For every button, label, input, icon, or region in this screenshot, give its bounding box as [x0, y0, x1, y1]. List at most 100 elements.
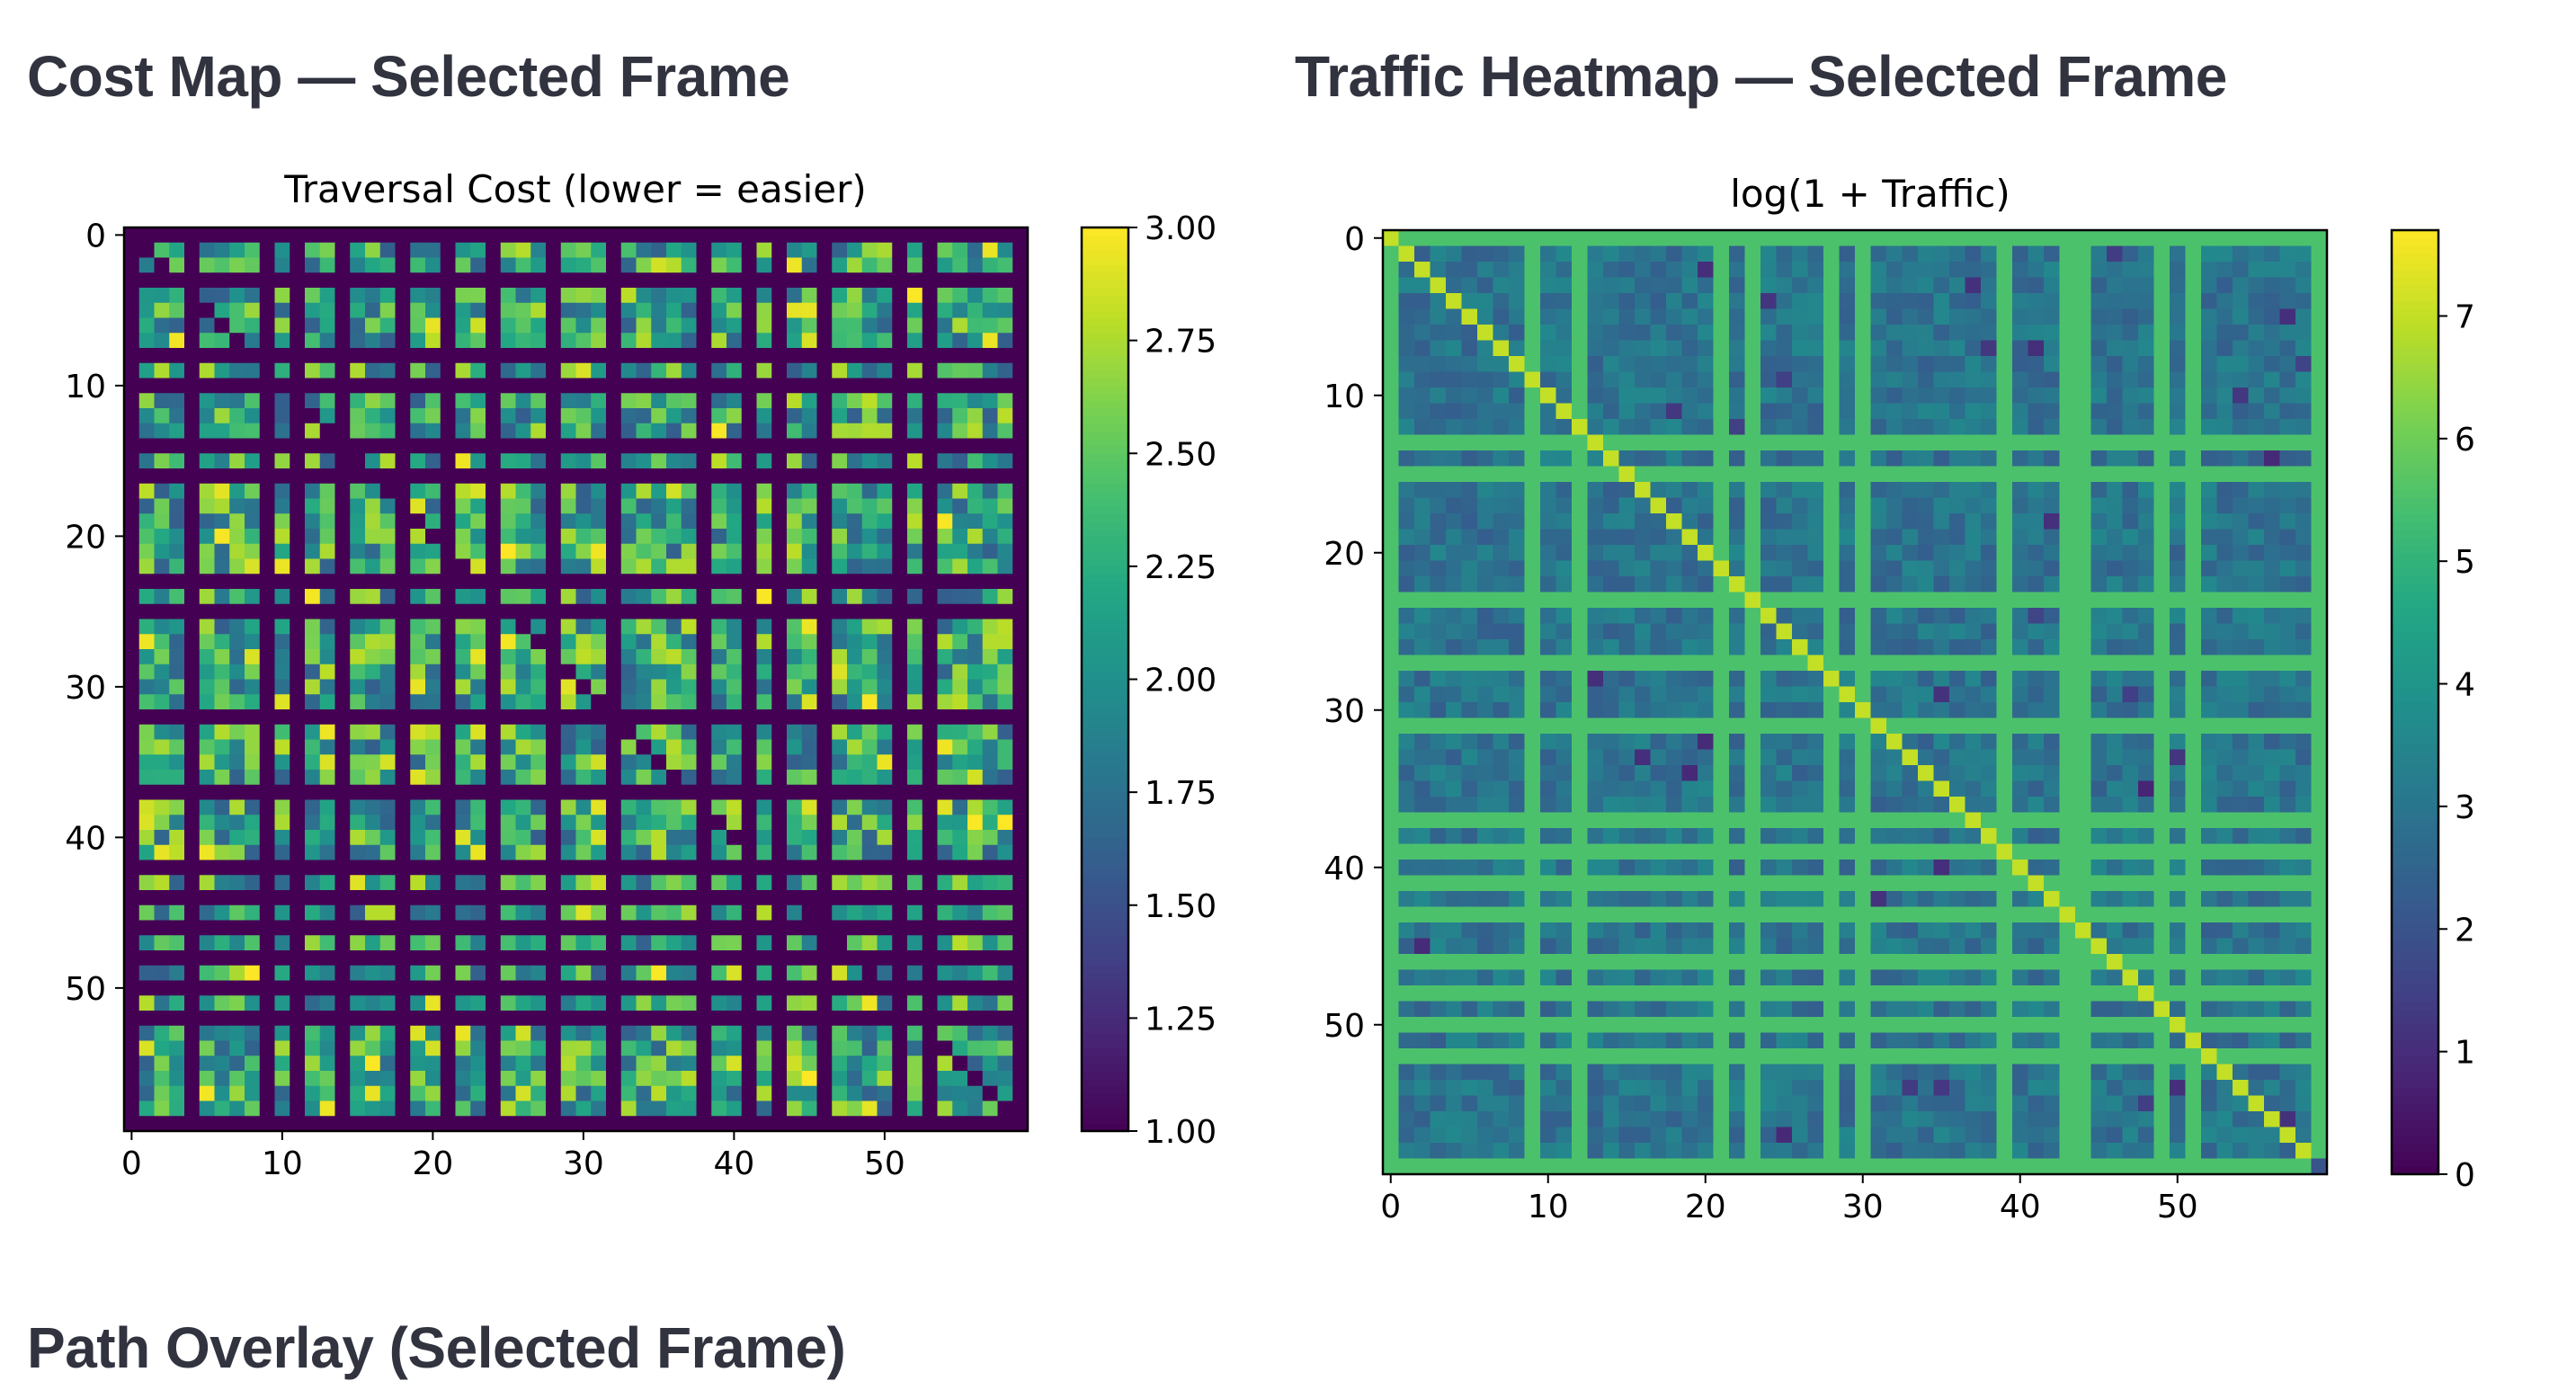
- heatmap-cell: [892, 1101, 907, 1117]
- heatmap-cell: [456, 770, 471, 785]
- heatmap-cell: [169, 318, 184, 334]
- heatmap-cell: [952, 921, 967, 936]
- colorbar-gradient-step: [1082, 770, 1128, 778]
- heatmap-cell: [832, 393, 847, 408]
- heatmap-cell: [470, 604, 486, 619]
- heatmap-cell: [878, 785, 893, 800]
- heatmap-cell: [425, 966, 441, 981]
- heatmap-cell: [726, 288, 742, 303]
- heatmap-cell: [169, 619, 184, 635]
- heatmap-cell: [892, 348, 907, 363]
- heatmap-cell: [2123, 419, 2139, 435]
- heatmap-cell: [1635, 404, 1651, 420]
- heatmap-cell: [2280, 341, 2296, 357]
- heatmap-cell: [124, 950, 139, 966]
- heatmap-cell: [2028, 246, 2045, 263]
- heatmap-cell: [591, 303, 606, 318]
- heatmap-cell: [817, 513, 833, 529]
- heatmap-cell: [139, 725, 155, 740]
- heatmap-cell: [184, 1056, 200, 1071]
- heatmap-cell: [139, 981, 155, 996]
- heatmap-cell: [757, 544, 772, 559]
- heatmap-cell: [441, 921, 456, 936]
- heatmap-cell: [967, 272, 983, 288]
- heatmap-cell: [155, 815, 170, 830]
- heatmap-cell: [1383, 341, 1399, 357]
- heatmap-cell: [441, 484, 456, 499]
- heatmap-cell: [2138, 435, 2154, 451]
- heatmap-cell: [787, 468, 802, 484]
- heatmap-cell: [441, 830, 456, 845]
- heatmap-cell: [501, 499, 516, 514]
- heatmap-cell: [516, 559, 531, 575]
- heatmap-cell: [516, 408, 531, 423]
- heatmap-cell: [637, 785, 652, 800]
- heatmap-cell: [591, 664, 606, 680]
- heatmap-cell: [350, 423, 365, 439]
- heatmap-cell: [245, 1011, 260, 1026]
- heatmap-cell: [591, 995, 606, 1011]
- heatmap-cell: [1525, 372, 1541, 388]
- heatmap-cell: [952, 845, 967, 860]
- heatmap-cell: [290, 680, 305, 695]
- heatmap-cell: [470, 740, 486, 755]
- heatmap-cell: [139, 800, 155, 815]
- heatmap-cell: [1588, 545, 1604, 561]
- heatmap-cell: [2312, 341, 2328, 357]
- heatmap-cell: [410, 1026, 425, 1041]
- heatmap-cell: [470, 890, 486, 905]
- heatmap-cell: [530, 1101, 546, 1117]
- heatmap-cell: [1871, 530, 1887, 546]
- heatmap-cell: [139, 921, 155, 936]
- heatmap-cell: [1572, 404, 1588, 420]
- heatmap-cell: [711, 408, 726, 423]
- heatmap-cell: [742, 604, 757, 619]
- y-tick-label: 40: [65, 820, 106, 857]
- heatmap-cell: [651, 272, 666, 288]
- heatmap-cell: [380, 468, 396, 484]
- heatmap-cell: [501, 1041, 516, 1056]
- heatmap-cell: [847, 333, 862, 348]
- heatmap-cell: [1949, 246, 1965, 263]
- heatmap-cell: [576, 619, 592, 635]
- heatmap-cell: [335, 544, 351, 559]
- heatmap-cell: [1603, 482, 1619, 498]
- heatmap-cell: [952, 379, 967, 394]
- colorbar-gradient-step: [1082, 800, 1128, 808]
- heatmap-cell: [2280, 309, 2296, 325]
- heatmap-cell: [967, 288, 983, 303]
- heatmap-cell: [847, 649, 862, 664]
- heatmap-cell: [862, 995, 878, 1011]
- heatmap-cell: [878, 725, 893, 740]
- heatmap-cell: [998, 860, 1013, 876]
- heatmap-cell: [561, 379, 576, 394]
- heatmap-cell: [561, 333, 576, 348]
- heatmap-cell: [139, 754, 155, 770]
- heatmap-cell: [923, 995, 938, 1011]
- heatmap-cell: [200, 1041, 215, 1056]
- heatmap-cell: [832, 815, 847, 830]
- heatmap-cell: [486, 725, 501, 740]
- heatmap-cell: [757, 815, 772, 830]
- heatmap-cell: [1823, 325, 1840, 341]
- heatmap-cell: [350, 393, 365, 408]
- heatmap-cell: [561, 408, 576, 423]
- heatmap-cell: [561, 966, 576, 981]
- heatmap-cell: [124, 649, 139, 664]
- heatmap-cell: [1886, 278, 1903, 294]
- heatmap-cell: [1462, 325, 1478, 341]
- heatmap-cell: [441, 559, 456, 575]
- heatmap-cell: [938, 875, 953, 890]
- heatmap-cell: [2075, 309, 2091, 325]
- heatmap-cell: [591, 227, 606, 243]
- heatmap-cell: [697, 529, 712, 544]
- heatmap-cell: [200, 544, 215, 559]
- heatmap-cell: [2107, 356, 2123, 372]
- heatmap-cell: [546, 845, 561, 860]
- heatmap-cell: [682, 1041, 697, 1056]
- heatmap-cell: [486, 649, 501, 664]
- heatmap-cell: [1745, 309, 1761, 325]
- heatmap-cell: [2170, 467, 2186, 483]
- heatmap-cell: [441, 439, 456, 454]
- heatmap-cell: [2075, 230, 2091, 246]
